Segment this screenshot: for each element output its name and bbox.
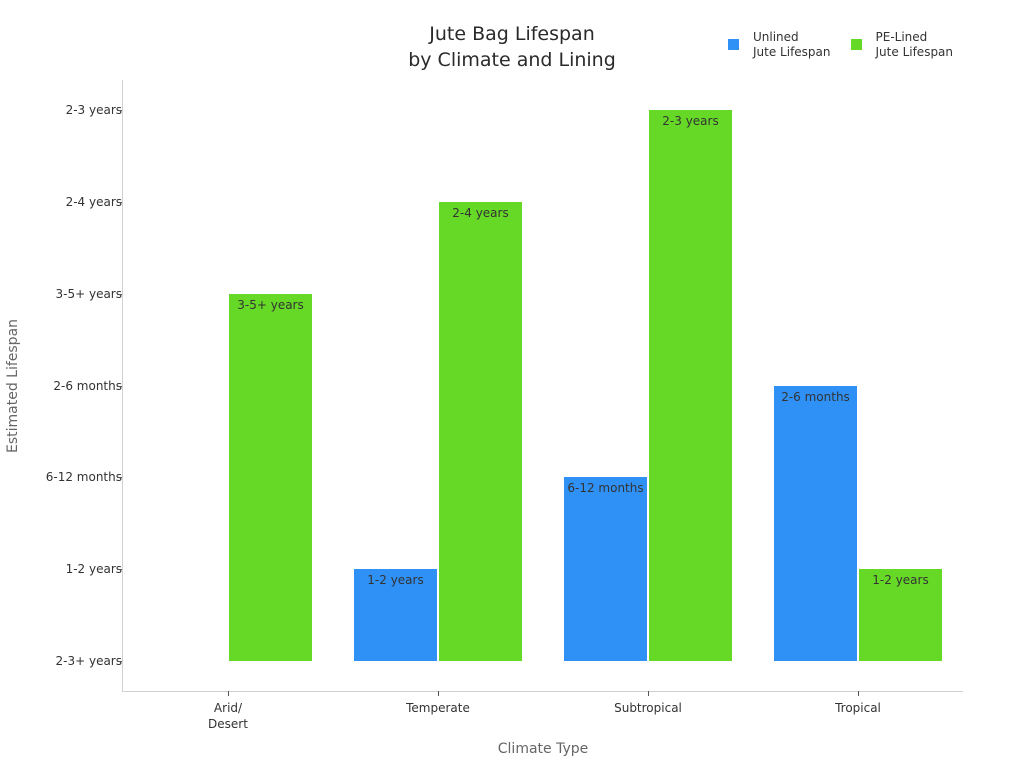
legend: Unlined Jute Lifespan PE-Lined Jute Life… — [728, 30, 953, 60]
legend-swatch-unlined — [728, 39, 739, 50]
y-tick-label: 6-12 months — [45, 470, 122, 485]
y-axis-line — [122, 80, 123, 691]
bar-value-label: 2-4 years — [452, 205, 509, 220]
legend-label-pe-lined: PE-Lined Jute Lifespan — [875, 30, 954, 59]
x-tick-label: Subtropical — [614, 701, 682, 715]
y-tick-label: 3-5+ years — [55, 286, 123, 301]
bar-unlined[interactable]: 6-12 months — [564, 477, 647, 661]
legend-item-unlined[interactable]: Unlined Jute Lifespan — [728, 30, 831, 60]
bar-value-label: 6-12 months — [567, 481, 644, 496]
y-tick-label: 2-4 years — [65, 194, 122, 209]
chart-title-line-1: Jute Bag Lifespan — [429, 23, 595, 45]
y-tick-label: 2-6 months — [53, 378, 122, 393]
legend-label-unlined: Unlined Jute Lifespan — [753, 30, 831, 59]
bar-pe-lined[interactable]: 2-4 years — [439, 201, 522, 661]
x-tick-mark — [858, 691, 859, 696]
bar-value-label: 2-3 years — [662, 114, 719, 128]
x-axis-line — [122, 691, 963, 692]
y-tick-mark — [117, 385, 122, 387]
bar-value-label: 1-2 years — [872, 573, 929, 588]
y-tick-label: 2-3 years — [65, 103, 122, 117]
y-tick-mark — [117, 661, 122, 662]
y-tick-mark — [117, 477, 122, 479]
y-tick-mark — [117, 201, 122, 203]
chart-title: Jute Bag Lifespan by Climate and Lining — [312, 21, 712, 73]
bar-value-label: 1-2 years — [367, 573, 424, 588]
x-tick-mark — [648, 691, 649, 696]
x-tick-label: Temperate — [406, 701, 470, 715]
y-tick-label: 2-3+ years — [55, 654, 123, 668]
bar-pe-lined[interactable]: 2-3 years — [649, 110, 732, 661]
bar-value-label: 2-6 months — [781, 389, 850, 404]
x-tick-label: Tropical — [835, 701, 881, 715]
x-tick-mark — [438, 691, 439, 696]
y-tick-mark — [117, 110, 122, 111]
bar-pe-lined[interactable]: 3-5+ years — [229, 293, 312, 661]
x-tick-label: Arid/ Desert — [208, 701, 248, 731]
legend-swatch-pe-lined — [850, 39, 862, 50]
chart-title-line-2: by Climate and Lining — [408, 49, 616, 71]
bar-pe-lined[interactable]: 1-2 years — [859, 569, 942, 661]
bar-unlined[interactable]: 2-6 months — [774, 385, 857, 661]
y-tick-label: 1-2 years — [65, 562, 122, 577]
x-tick-mark — [228, 691, 229, 696]
bar-value-label: 3-5+ years — [237, 297, 304, 312]
x-axis-title: Climate Type — [497, 741, 589, 757]
y-tick-mark — [117, 293, 122, 295]
y-axis-title: Estimated Lifespan — [5, 318, 21, 454]
bar-unlined[interactable]: 1-2 years — [354, 569, 437, 661]
legend-item-pe-lined[interactable]: PE-Lined Jute Lifespan — [850, 30, 954, 60]
y-tick-mark — [117, 569, 122, 571]
